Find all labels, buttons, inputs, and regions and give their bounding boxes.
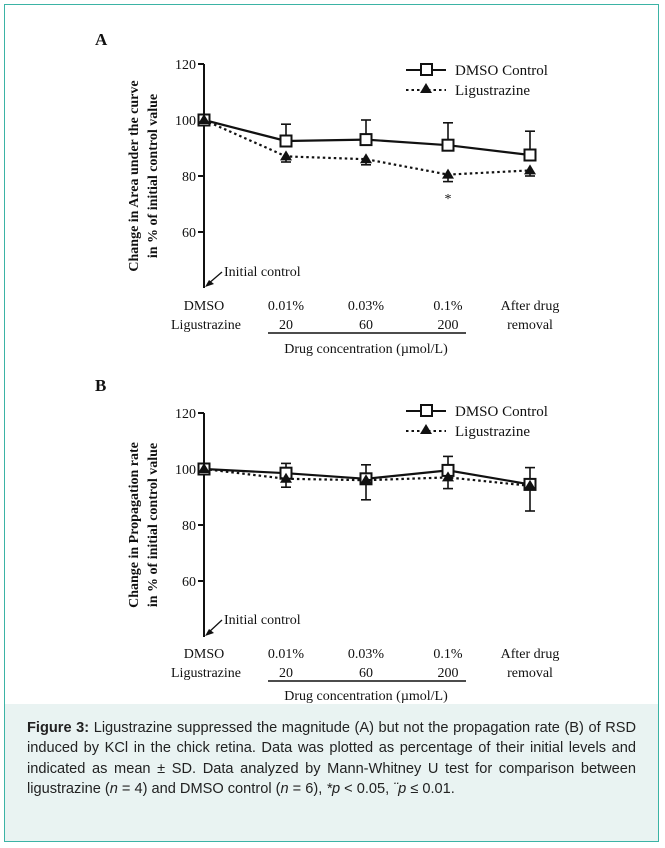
x-category-label-b: 0.1% — [433, 647, 463, 662]
data-point-a-dmso — [441, 138, 455, 152]
data-point-a-dmso — [523, 148, 537, 162]
caption-p-1: *p — [326, 781, 341, 798]
x-category-label-a: 200 — [438, 318, 459, 333]
x-category-label-a: 0.03% — [348, 299, 385, 314]
initial-control-annotation-a: Initial control — [224, 265, 301, 280]
data-point-a-ligustrazine — [524, 164, 536, 175]
x-category-label-b: 60 — [359, 666, 373, 681]
annotation-arrowhead-b — [205, 629, 214, 636]
caption-n-2: n — [280, 781, 289, 798]
x-category-label-b: After drug — [501, 647, 560, 662]
x-category-label-b: 0.03% — [348, 647, 385, 662]
series-line-a-1 — [203, 118, 531, 176]
caption-text-3: = 6), — [288, 781, 327, 798]
caption-text-4: < 0.05, — [340, 781, 394, 798]
caption-text-1: Ligustrazine suppressed the magnitude (A… — [27, 720, 637, 798]
x-category-label-a: 0.01% — [268, 299, 305, 314]
legend-label-b-0: DMSO Control — [455, 404, 548, 420]
legend-label-a-0: DMSO Control — [455, 63, 548, 79]
data-point-a-dmso — [279, 134, 293, 148]
x-category-label-a: removal — [507, 318, 553, 333]
y-tick-label-b: 100 — [175, 463, 196, 478]
y-tick-label-b: 120 — [175, 407, 196, 422]
panel-letter-b: B — [95, 376, 106, 395]
legend-marker-a-dmso — [420, 63, 433, 76]
data-point-a-ligustrazine — [360, 153, 372, 164]
x-category-label-a: 20 — [279, 318, 293, 333]
caption-text-5: ≤ 0.01. — [406, 781, 455, 798]
panel-letter-a: A — [95, 30, 108, 49]
figure-caption: Figure 3: Ligustrazine suppressed the ma… — [5, 704, 658, 841]
caption-text-2: = 4) and DMSO control ( — [117, 781, 281, 798]
x-axis-label-a: Drug concentration (µmol/L) — [284, 342, 448, 357]
x-category-label-b: 0.01% — [268, 647, 305, 662]
legend-label-b-1: Ligustrazine — [455, 424, 530, 440]
data-point-a-ligustrazine — [198, 114, 210, 124]
x-category-label-b: DMSO — [184, 647, 224, 662]
caption-label: Figure 3: — [27, 720, 90, 736]
legend-label-a-1: Ligustrazine — [455, 83, 530, 99]
y-tick-label-b: 60 — [182, 575, 196, 590]
x-category-label-a: 60 — [359, 318, 373, 333]
data-point-b-ligustrazine — [360, 474, 372, 485]
series-line-b-1 — [203, 467, 531, 487]
y-tick-label-b: 80 — [182, 519, 196, 534]
y-axis-label-b: in % of initial control value — [146, 443, 161, 607]
x-category-label-b: 20 — [279, 666, 293, 681]
x-axis-label-b: Drug concentration (µmol/L) — [284, 689, 448, 704]
x-category-label-a: After drug — [501, 299, 560, 314]
x-category-label-a: DMSO — [184, 299, 224, 314]
y-axis-label-a: Change in Area under the curve — [127, 80, 142, 271]
x-category-label-b: Ligustrazine — [171, 666, 241, 681]
data-point-a-ligustrazine — [442, 168, 454, 179]
y-tick-label-a: 100 — [175, 114, 196, 129]
significance-marker-a: * — [445, 192, 452, 207]
data-point-b-ligustrazine — [524, 479, 536, 490]
figure-frame — [4, 4, 659, 842]
data-point-b-ligustrazine — [280, 472, 292, 483]
caption-n-1: n — [109, 781, 118, 798]
x-category-label-b: 200 — [438, 666, 459, 681]
data-point-a-dmso — [359, 133, 373, 147]
data-point-a-ligustrazine — [280, 150, 292, 161]
y-tick-label-a: 120 — [175, 58, 196, 73]
initial-control-annotation-b: Initial control — [224, 613, 301, 628]
y-tick-label-a: 80 — [182, 170, 196, 185]
x-category-label-b: removal — [507, 666, 553, 681]
y-axis-label-b: Change in Propagation rate — [127, 442, 142, 608]
x-category-label-a: Ligustrazine — [171, 318, 241, 333]
caption-p-2: ¨p — [393, 781, 407, 798]
data-point-b-ligustrazine — [442, 471, 454, 482]
legend-marker-b-dmso — [420, 404, 433, 417]
x-category-label-a: 0.1% — [433, 299, 463, 314]
y-tick-label-a: 60 — [182, 226, 196, 241]
data-point-b-ligustrazine — [198, 463, 210, 473]
annotation-arrowhead-a — [205, 280, 214, 287]
figure-charts: A B 60 80 100 120 Change in Area under the c… — [95, 30, 560, 704]
legend-marker-b-ligustrazine — [420, 424, 432, 434]
y-axis-label-a: in % of initial control value — [146, 94, 161, 258]
legend-marker-a-ligustrazine — [420, 83, 432, 93]
